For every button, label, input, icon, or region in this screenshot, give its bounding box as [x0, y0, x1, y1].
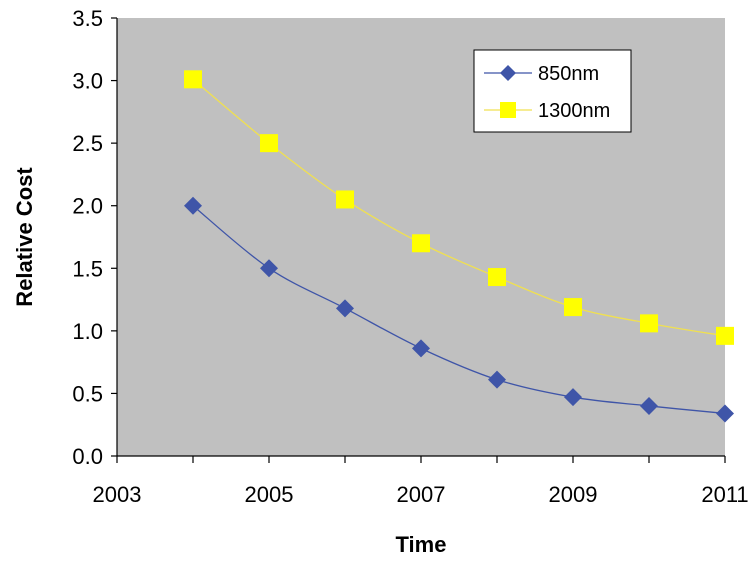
data-point-850nm	[184, 196, 202, 215]
x-tick-label: 2003	[93, 482, 142, 507]
legend-label-1300nm: 1300nm	[538, 100, 610, 122]
y-ticks: 0.0 0.5 1.0 1.5 2.0 2.5 3.0 3.5	[72, 6, 117, 469]
y-tick-label: 1.5	[72, 256, 103, 281]
data-point-850nm	[716, 404, 734, 423]
legend-box	[473, 49, 632, 133]
data-point-1300nm	[640, 314, 658, 333]
data-point-850nm	[336, 299, 354, 318]
y-axis-title: Relative Cost	[12, 167, 37, 307]
data-point-1300nm	[336, 190, 354, 209]
data-point-1300nm	[412, 234, 430, 253]
y-tick-label: 1.0	[72, 319, 103, 344]
y-tick-label: 2.5	[72, 131, 103, 156]
data-point-850nm	[260, 259, 278, 278]
y-tick-label: 3.5	[72, 6, 103, 31]
data-point-1300nm	[716, 326, 734, 345]
data-point-1300nm	[184, 70, 202, 89]
data-point-1300nm	[260, 134, 278, 153]
y-tick-label: 2.0	[72, 194, 103, 219]
data-point-850nm	[412, 339, 430, 358]
legend-label-850nm: 850nm	[538, 63, 599, 85]
data-point-1300nm	[564, 298, 582, 317]
y-tick-label: 3.0	[72, 69, 103, 94]
y-tick-label: 0.5	[72, 381, 103, 406]
data-point-850nm	[564, 388, 582, 407]
legend-marker-850nm	[500, 65, 516, 81]
x-ticks: 2003 2005 2007 2009 2011	[93, 456, 749, 507]
data-point-850nm	[488, 370, 506, 389]
x-axis-title: Time	[396, 532, 447, 557]
y-tick-label: 0.0	[72, 444, 103, 469]
series-layer	[184, 70, 734, 423]
legend: 850nm 1300nm	[473, 49, 632, 133]
x-tick-label: 2007	[397, 482, 446, 507]
data-point-850nm	[640, 396, 658, 415]
x-tick-label: 2011	[701, 482, 748, 507]
data-point-1300nm	[488, 268, 506, 287]
legend-marker-1300nm	[500, 102, 516, 118]
x-tick-label: 2009	[549, 482, 598, 507]
x-tick-label: 2005	[245, 482, 294, 507]
